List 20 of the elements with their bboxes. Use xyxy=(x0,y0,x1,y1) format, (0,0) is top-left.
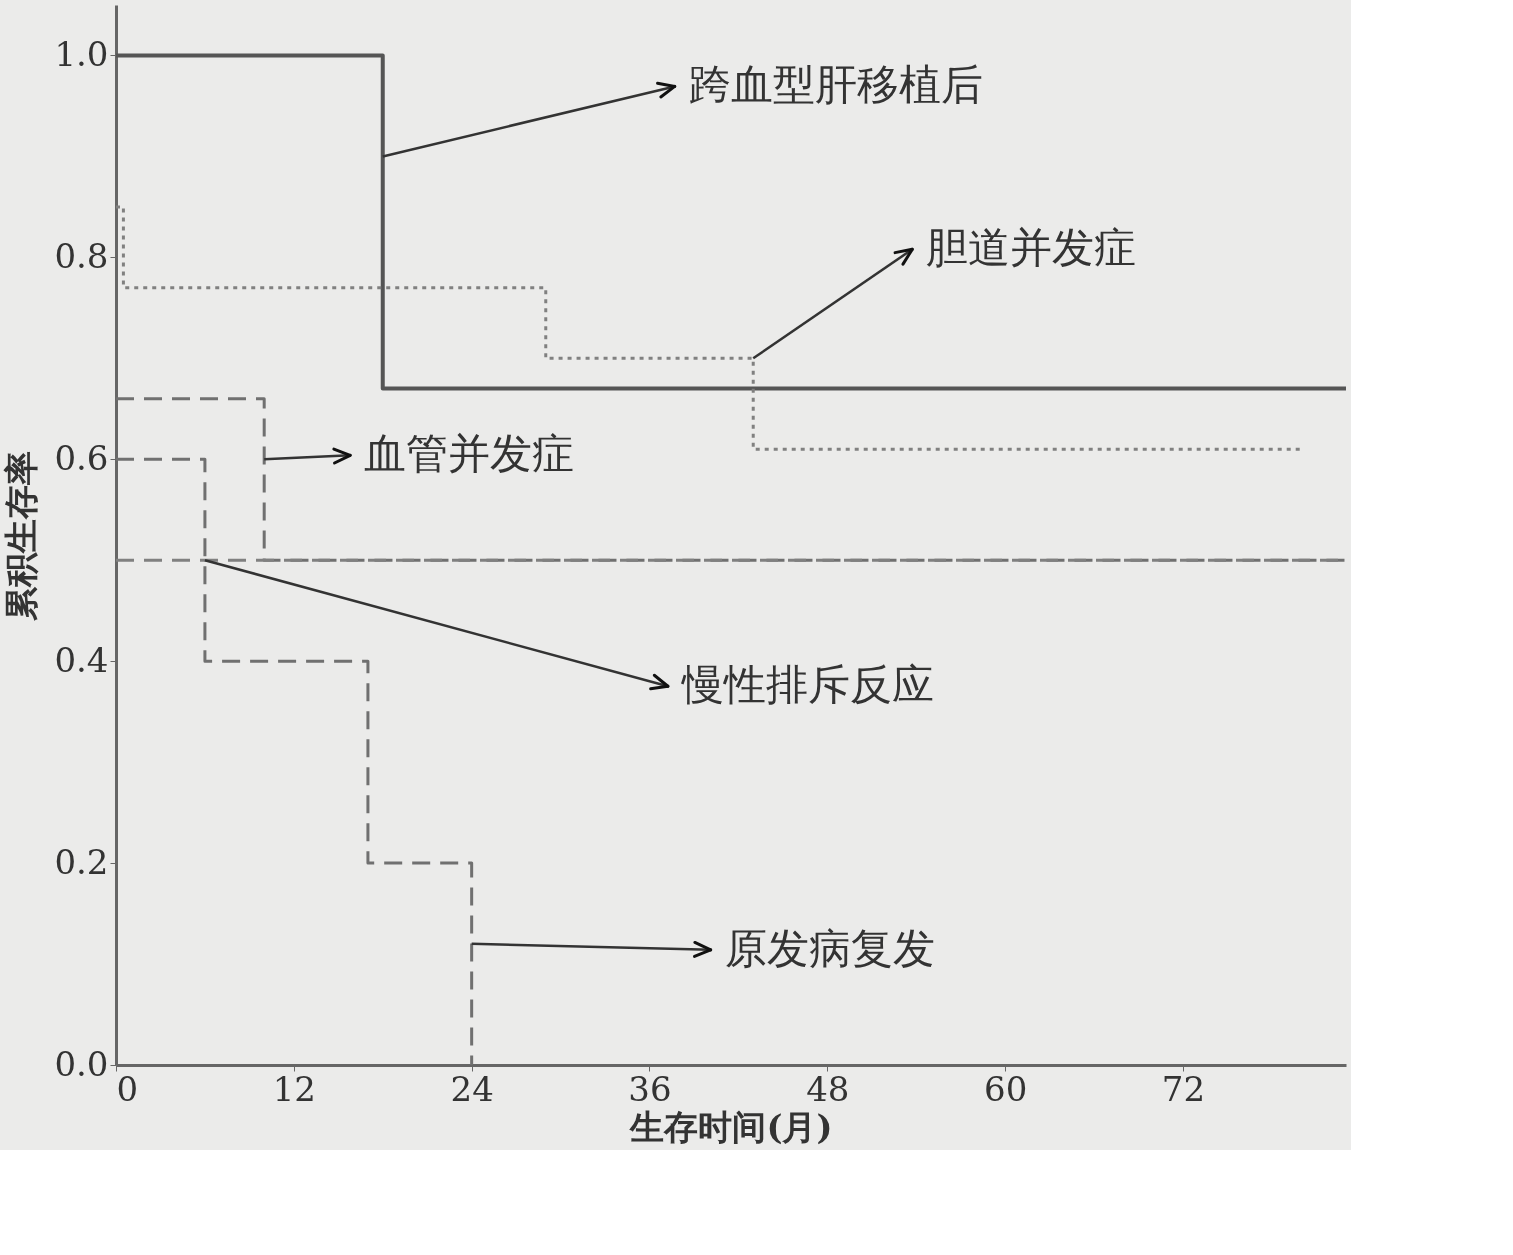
x-tick-label: 36 xyxy=(628,1068,672,1109)
x-axis-title: 生存时间(月) xyxy=(629,1106,833,1147)
annotation: 跨血型肝移植后 xyxy=(688,60,983,110)
y-tick-label: 0.2 xyxy=(54,841,109,882)
x-tick-label: 24 xyxy=(450,1068,494,1109)
x-tick-label: 60 xyxy=(984,1068,1028,1109)
y-axis-title: 累积生存率 xyxy=(1,450,42,621)
y-tick-label: 0.6 xyxy=(54,437,109,478)
x-tick-label: 72 xyxy=(1161,1068,1206,1109)
annotation: 血管并发症 xyxy=(364,429,575,479)
annotation: 胆道并发症 xyxy=(926,223,1137,273)
y-tick-label: 0.8 xyxy=(54,235,109,276)
x-tick-label: 0 xyxy=(116,1068,139,1109)
x-tick-label: 48 xyxy=(806,1068,850,1109)
x-tick-label: 12 xyxy=(272,1068,316,1109)
y-tick-label: 0.0 xyxy=(54,1043,109,1084)
y-tick-label: 0.4 xyxy=(54,639,109,680)
annotation: 慢性排斥反应 xyxy=(680,660,934,710)
annotation: 原发病复发 xyxy=(724,923,935,973)
y-tick-label: 1.0 xyxy=(54,33,109,74)
